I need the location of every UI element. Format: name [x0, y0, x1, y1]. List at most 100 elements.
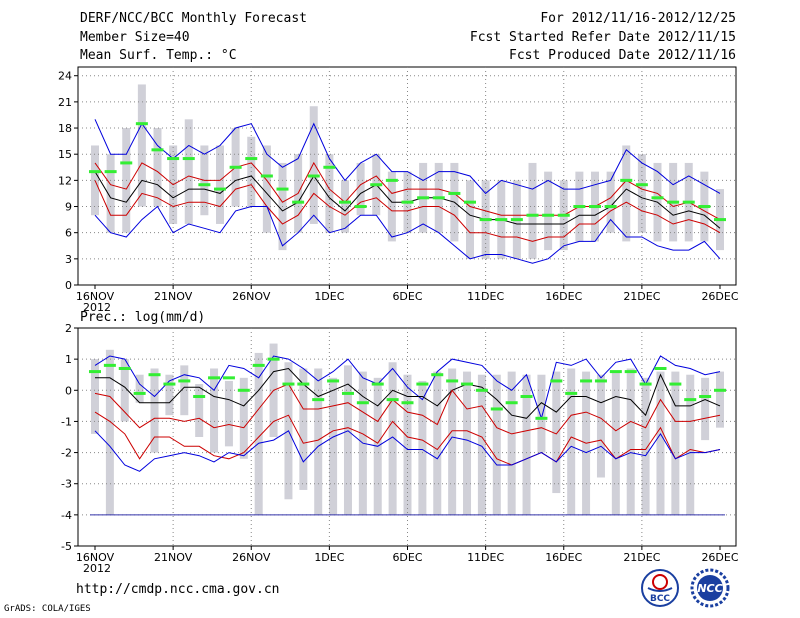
obs-marker: [682, 200, 695, 204]
spread-bar: [492, 374, 501, 515]
spread-bar: [701, 377, 710, 441]
spread-bar: [150, 368, 159, 453]
obs-marker: [604, 205, 617, 209]
spread-bar: [343, 365, 352, 515]
x-tick-label: 16DEC: [545, 290, 582, 303]
obs-marker: [526, 213, 539, 217]
spread-bar: [224, 380, 233, 447]
spread-bar: [463, 371, 472, 515]
ncc-logo-icon: NCC: [690, 568, 730, 608]
spread-bar: [522, 374, 531, 515]
obs-marker: [276, 187, 289, 191]
spread-bar: [433, 371, 442, 515]
obs-marker: [654, 366, 667, 370]
obs-marker: [297, 382, 310, 386]
y-tick-label: 24: [58, 70, 72, 83]
start-date: Fcst Started Refer Date 2012/11/15: [469, 30, 736, 45]
series-q75-line: [94, 161, 721, 221]
obs-marker: [624, 370, 637, 374]
obs-marker: [260, 174, 273, 178]
series-median-line: [95, 367, 721, 419]
y-tick-label: -1: [61, 415, 72, 428]
series-min-line: [94, 205, 721, 264]
obs-marker: [193, 395, 206, 399]
spread-bar: [180, 365, 189, 416]
obs-marker: [461, 382, 474, 386]
spread-bar: [388, 362, 397, 515]
x-year-label: 2012: [83, 562, 111, 575]
spread-bar: [165, 374, 174, 416]
obs-marker: [118, 366, 131, 370]
obs-marker: [370, 183, 383, 187]
chart-title: DERF/NCC/BCC Monthly Forecast: [80, 11, 307, 26]
x-tick-label: 21DEC: [623, 551, 660, 564]
obs-marker: [505, 401, 518, 405]
obs-marker: [148, 373, 161, 377]
obs-marker: [495, 218, 508, 222]
spread-bar: [552, 371, 561, 494]
spread-bar: [387, 171, 396, 242]
obs-marker: [182, 157, 195, 161]
spread-bar: [254, 352, 263, 515]
x-year-label: 2012: [83, 301, 111, 314]
spread-bar: [544, 171, 553, 251]
spread-bar: [299, 368, 308, 490]
obs-marker: [222, 376, 235, 380]
spread-bar: [466, 180, 474, 259]
series-q25-line: [94, 383, 721, 435]
panel2-title: Prec.: log(mm/d): [80, 310, 206, 325]
obs-marker: [667, 200, 680, 204]
obs-marker: [714, 218, 726, 222]
obs-marker: [356, 401, 369, 405]
x-tick-label: 16NOV: [76, 551, 115, 564]
obs-marker: [237, 388, 250, 392]
spread-bar: [239, 377, 248, 459]
spread-bar: [195, 384, 204, 437]
spread-bar: [641, 377, 650, 515]
obs-marker: [620, 178, 633, 182]
bcc-logo: BCC: [640, 568, 680, 608]
obs-marker: [163, 382, 176, 386]
x-tick-label: 11DEC: [467, 290, 504, 303]
obs-marker: [639, 382, 652, 386]
obs-marker: [104, 170, 117, 174]
y-tick-label: 18: [58, 122, 72, 135]
spread-bar: [606, 171, 615, 233]
obs-marker: [89, 370, 101, 374]
x-tick-label: 26DEC: [701, 290, 738, 303]
spread-bar: [671, 371, 680, 515]
spread-bar: [210, 368, 219, 453]
obs-marker: [386, 398, 399, 402]
bcc-logo-icon: BCC: [641, 569, 679, 607]
spread-bar: [153, 128, 162, 207]
panel1-title: Mean Surf. Temp.: °C: [80, 48, 237, 63]
spread-bar: [184, 119, 193, 224]
obs-marker: [714, 388, 726, 392]
bcc-logo-text: BCC: [650, 594, 670, 604]
y-tick-label: 9: [65, 201, 72, 214]
spread-bar: [106, 154, 115, 233]
obs-marker: [341, 391, 354, 395]
y-tick-label: -5: [61, 540, 72, 553]
x-tick-label: 21NOV: [154, 551, 193, 564]
obs-marker: [245, 157, 258, 161]
spread-bar: [105, 349, 114, 515]
obs-marker: [354, 205, 367, 209]
x-tick-label: 21DEC: [623, 290, 660, 303]
spread-bar: [314, 368, 323, 515]
grads-credit: GrADS: COLA/IGES: [4, 604, 91, 614]
obs-marker: [669, 382, 682, 386]
obs-marker: [490, 407, 503, 411]
obs-marker: [417, 196, 430, 200]
obs-marker: [416, 382, 429, 386]
obs-marker: [479, 218, 492, 222]
series-min-line: [94, 430, 721, 472]
spread-bar: [528, 162, 537, 259]
obs-marker: [401, 401, 414, 405]
member-size: Member Size=40: [80, 30, 190, 45]
y-tick-label: 15: [58, 148, 72, 161]
x-tick-label: 21NOV: [154, 290, 193, 303]
obs-marker: [282, 382, 295, 386]
spread-bar: [91, 359, 99, 434]
